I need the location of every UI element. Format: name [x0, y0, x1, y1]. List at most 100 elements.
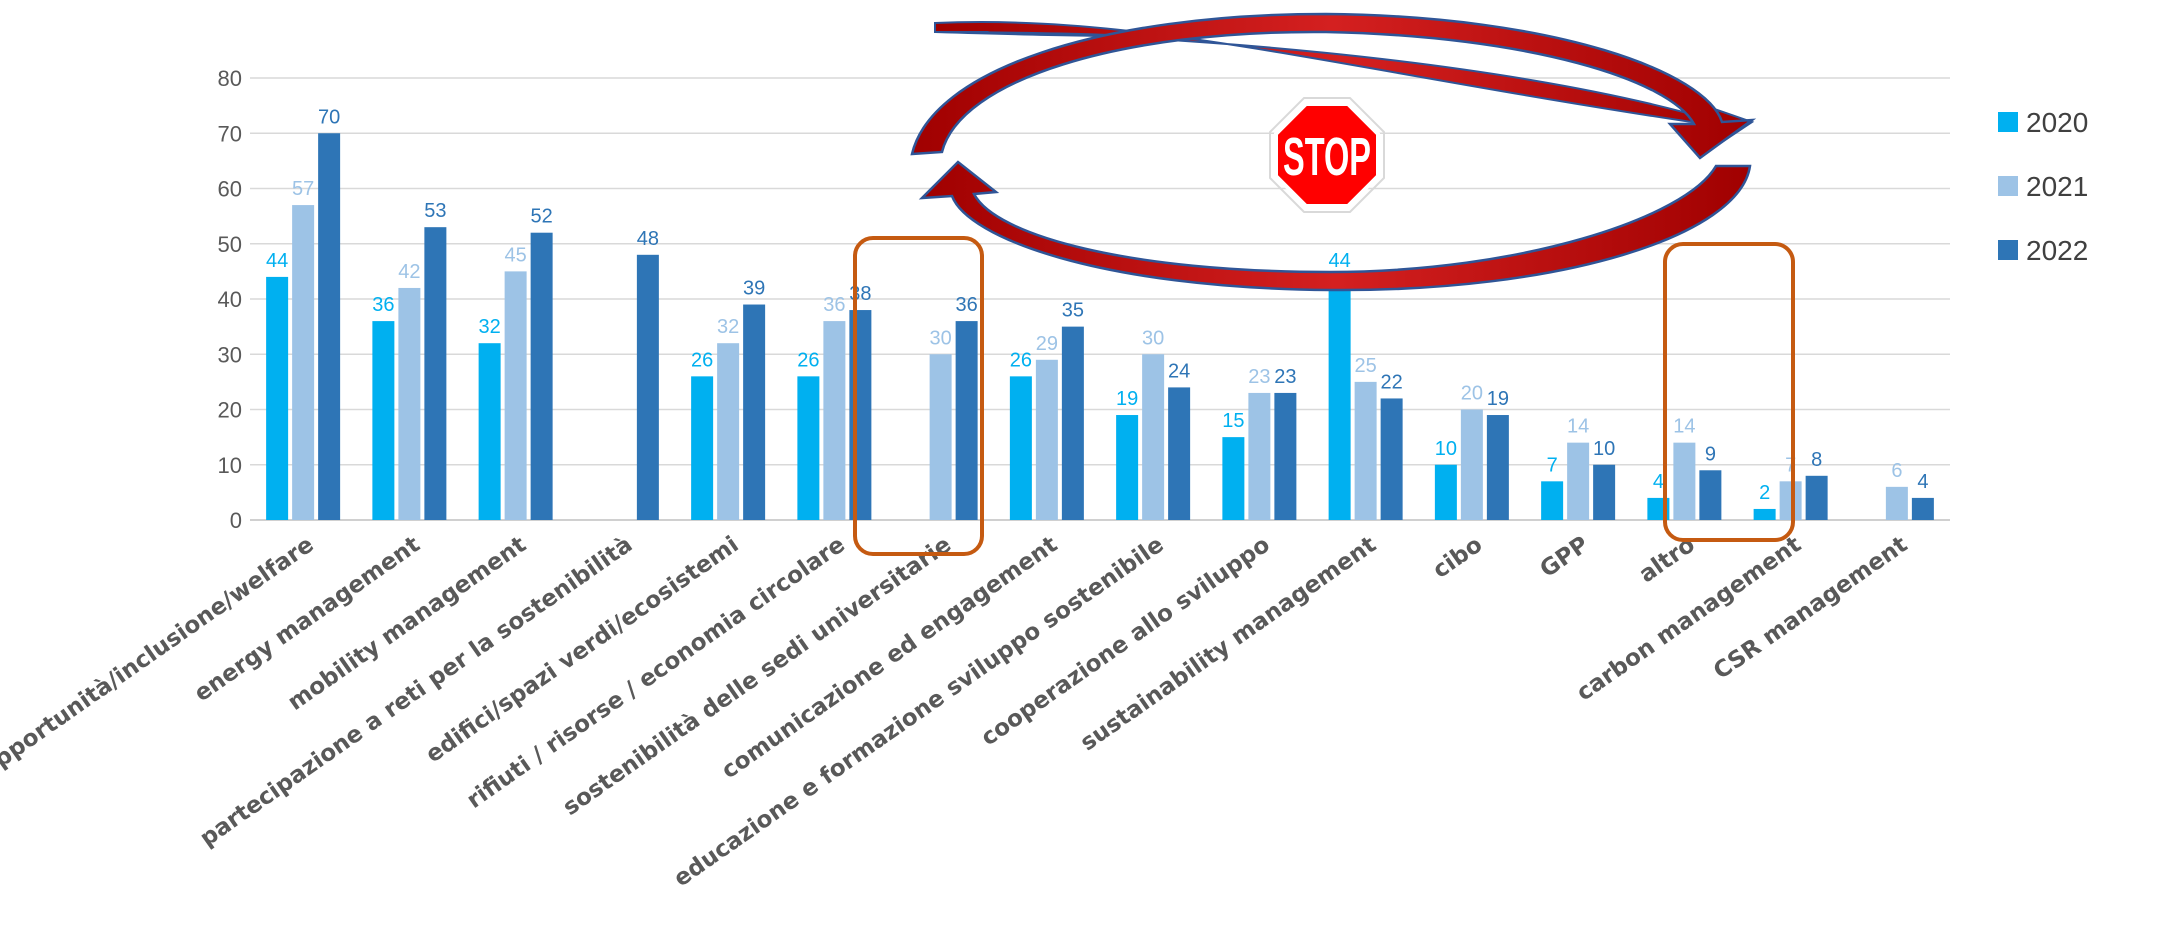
bar	[743, 304, 766, 520]
legend-swatch	[1998, 112, 2018, 132]
y-tick-label: 30	[218, 342, 242, 367]
data-label: 42	[398, 261, 420, 283]
y-axis-ticks: 0 10 20 30 40 50 60 70 80	[218, 66, 242, 533]
stop-sign-icon	[1274, 102, 1380, 208]
bar	[1434, 464, 1457, 520]
bar	[1911, 497, 1934, 520]
bar	[1885, 486, 1908, 520]
data-label: 32	[479, 316, 501, 338]
data-label: 38	[849, 283, 871, 305]
bar	[1222, 437, 1245, 520]
x-category-label: cibo	[1428, 532, 1487, 584]
bar	[1460, 409, 1483, 520]
x-category-label: CSR management	[1709, 532, 1912, 685]
legend: 2020 2021 2022	[1998, 107, 2088, 266]
y-tick-label: 40	[218, 287, 242, 312]
data-label: 26	[1010, 349, 1032, 371]
data-label: 23	[1274, 366, 1296, 388]
bar	[292, 205, 315, 520]
data-label: 39	[743, 278, 765, 300]
bar	[424, 227, 447, 521]
data-label: 10	[1593, 438, 1615, 460]
data-label: 8	[1811, 449, 1822, 471]
data-label: 4	[1653, 471, 1664, 493]
legend-label: 2020	[2026, 107, 2088, 138]
data-label: 9	[1705, 443, 1716, 465]
data-label: 2	[1759, 482, 1770, 504]
bars	[266, 133, 1934, 521]
data-label: 14	[1567, 416, 1589, 438]
x-category-label: educazione e formazione sviluppo sosteni…	[669, 532, 1168, 892]
y-tick-label: 10	[218, 453, 242, 478]
stop-sign-text: STOP	[1283, 127, 1371, 187]
data-label: 7	[1547, 454, 1558, 476]
highlight-box-economia-circolare	[853, 236, 984, 556]
bar	[1753, 508, 1776, 520]
stop-sign-border	[1269, 97, 1385, 213]
data-label: 57	[292, 178, 314, 200]
data-label: 15	[1222, 410, 1244, 432]
legend-swatch	[1998, 176, 2018, 196]
x-category-label: pari opportunità/inclusione/welfare	[0, 532, 319, 816]
bar	[1673, 442, 1696, 520]
bar	[478, 343, 501, 520]
legend-label: 2021	[2026, 171, 2088, 202]
x-category-label: GPP	[1536, 532, 1594, 583]
bar	[823, 321, 846, 520]
y-tick-label: 50	[218, 232, 242, 257]
legend-swatch	[1998, 240, 2018, 260]
bar	[372, 321, 395, 520]
bar	[797, 376, 820, 520]
data-label: 14	[1673, 416, 1695, 438]
data-label: 23	[1248, 366, 1270, 388]
bar	[398, 287, 421, 520]
data-label: 10	[1435, 438, 1457, 460]
highlight-box-gpp	[1663, 242, 1795, 542]
data-label: 29	[1036, 333, 1058, 355]
data-label: 44	[1329, 250, 1351, 272]
data-label: 48	[637, 228, 659, 250]
annotation-overlay: STOP	[853, 12, 1795, 556]
bar	[691, 376, 714, 520]
data-label: 26	[691, 349, 713, 371]
y-tick-label: 60	[218, 177, 242, 202]
data-label: 22	[1381, 371, 1403, 393]
bar	[1486, 415, 1509, 520]
data-label: 24	[1168, 360, 1190, 382]
data-label: 20	[1461, 383, 1483, 405]
data-label: 26	[797, 349, 819, 371]
legend-label: 2022	[2026, 235, 2088, 266]
bar	[929, 354, 952, 520]
data-label: 36	[823, 294, 845, 316]
y-tick-label: 80	[218, 66, 242, 91]
bar	[530, 232, 553, 520]
bar	[1354, 381, 1377, 520]
bar	[266, 276, 289, 520]
y-tick-label: 70	[218, 121, 242, 146]
data-label: 30	[1142, 327, 1164, 349]
data-label: 45	[505, 244, 527, 266]
data-label: 70	[318, 106, 340, 128]
data-label: 19	[1487, 388, 1509, 410]
bar	[1274, 392, 1297, 520]
bar	[849, 310, 872, 520]
bar	[1035, 359, 1058, 520]
cycle-arrow-top	[934, 21, 1755, 153]
data-label: 25	[1355, 355, 1377, 377]
cycle-arrow-bottom-main	[918, 160, 1752, 292]
data-label: 30	[930, 327, 952, 349]
bar	[955, 321, 978, 520]
bar	[1541, 481, 1564, 520]
bar	[1248, 392, 1271, 520]
data-labels: 4457703642533245524826323926363830362629…	[266, 106, 1928, 504]
bar	[1593, 464, 1616, 520]
bar	[1380, 398, 1403, 520]
y-tick-label: 20	[218, 398, 242, 423]
data-label: 19	[1116, 388, 1138, 410]
x-axis-categories: pari opportunità/inclusione/welfareenerg…	[0, 532, 1912, 892]
y-tick-label: 0	[230, 508, 242, 533]
bar	[717, 343, 740, 520]
data-label: 53	[424, 200, 446, 222]
bar	[1142, 354, 1165, 520]
data-label: 4	[1917, 471, 1928, 493]
